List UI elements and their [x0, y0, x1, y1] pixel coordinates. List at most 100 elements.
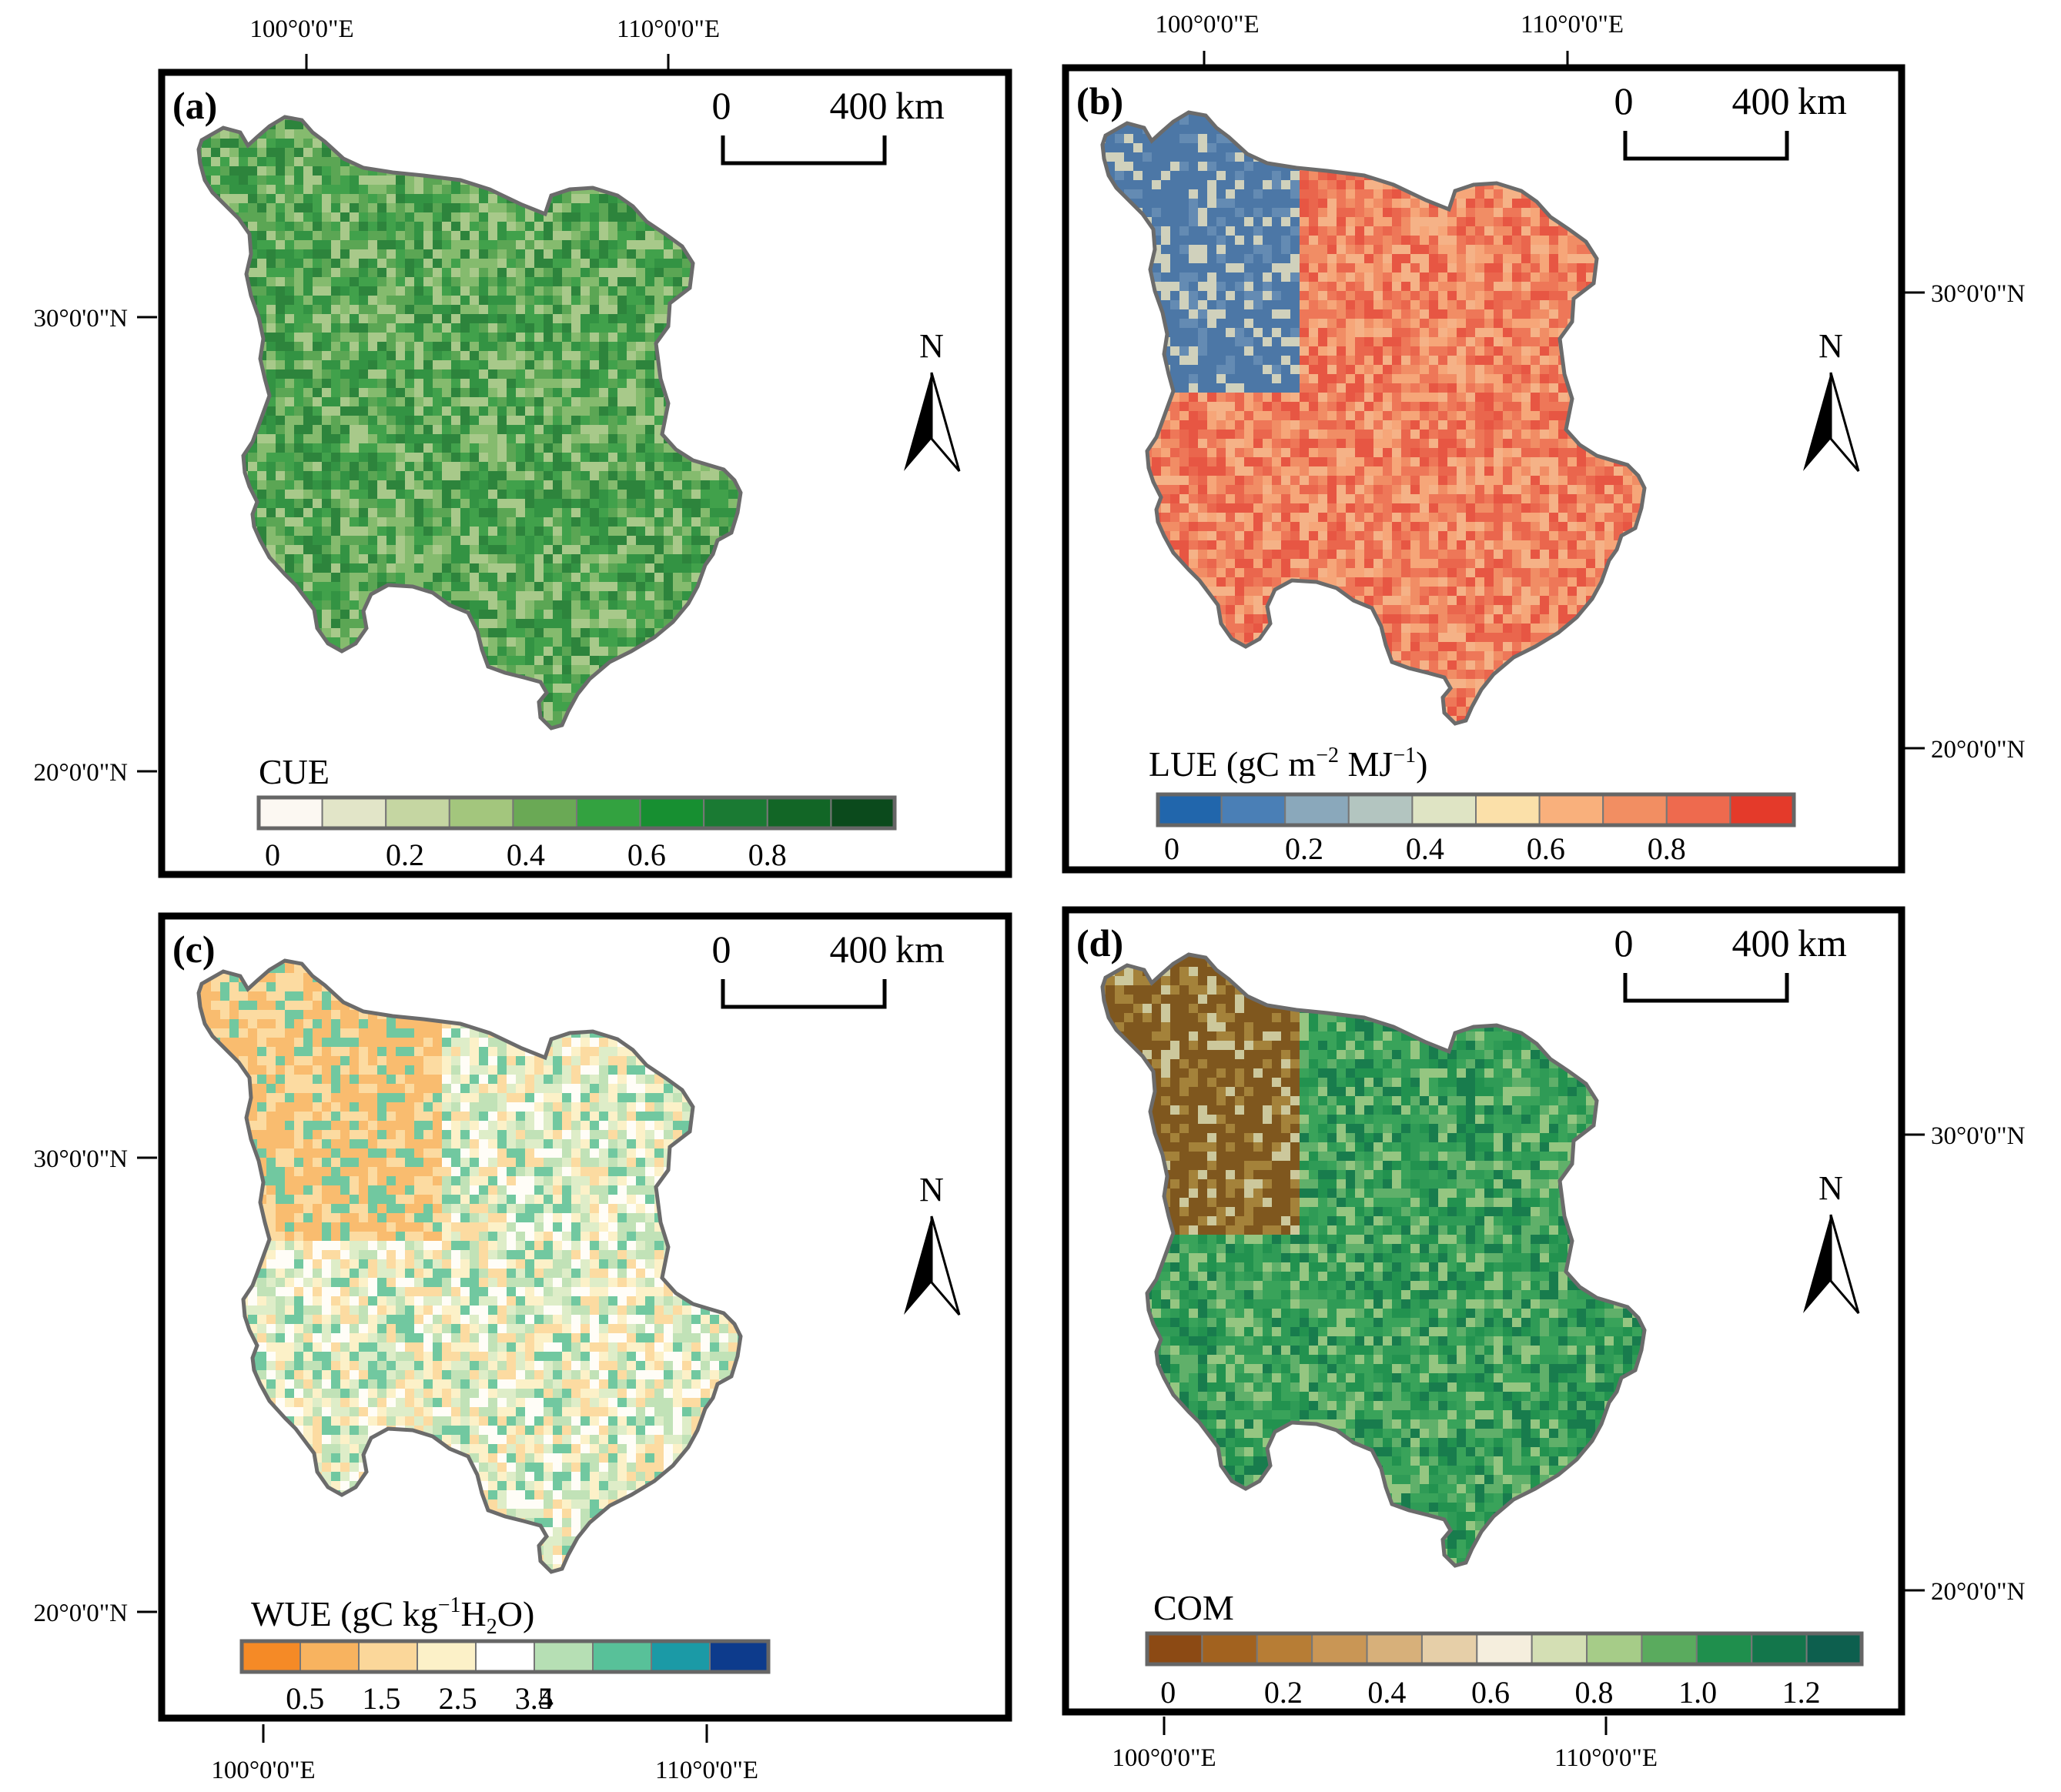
north-arrow: N: [904, 327, 961, 472]
legend-swatch: [534, 1640, 594, 1673]
legend-swatch: [1729, 794, 1795, 826]
north-arrow-icon: [904, 373, 932, 471]
legend-frame: [256, 795, 897, 831]
legend-tick-label: 0.8: [1648, 831, 1686, 866]
lat-label-right-30-top: 30°0'0"N: [1931, 280, 2026, 308]
legend-colorbar: 0 0.2 0.4 0.6 0.8: [256, 795, 897, 872]
legend-title: LUE (gC m−2 MJ−1): [1149, 744, 1427, 784]
legend-title-main: WUE (gC kg: [251, 1594, 438, 1633]
north-arrow-label: N: [1818, 327, 1843, 365]
panel-letter: (c): [172, 928, 216, 971]
legend-swatch: [651, 1640, 711, 1673]
panel-d: (d) 0 400 km N COM 0 0.2 0.4 0.6 0.8 1.0 1.2: [1062, 906, 1905, 1716]
legend-swatch: [1284, 794, 1350, 826]
legend-tick-label: 0.6: [627, 837, 666, 872]
legend-tick-label: 0.4: [1406, 831, 1444, 866]
north-arrow: N: [1803, 1169, 1860, 1314]
scale-bar-line: [1623, 973, 1789, 1003]
legend-swatch: [1641, 1633, 1698, 1665]
legend-frame: [1156, 792, 1796, 827]
legend-swatch: [1751, 1633, 1808, 1665]
scale-bar-unit: km: [895, 84, 945, 127]
north-arrow: N: [904, 1171, 961, 1316]
legend-title-sub: 2: [487, 1615, 497, 1639]
panel-letter: (a): [172, 84, 217, 127]
legend-title-unit: MJ: [1339, 744, 1393, 784]
panel-a: (a) 0 400 km N CUE 0 0.2 0.4 0.6 0.8: [158, 69, 1012, 878]
legend-title-main: LUE (gC m: [1149, 744, 1316, 784]
lon-label-bottom-left-100: 100°0'0"E: [211, 1757, 315, 1784]
lon-label-bottom-right-110: 110°0'0"E: [1554, 1744, 1658, 1772]
legend-title: WUE (gC kg−1H2O): [251, 1593, 534, 1639]
north-arrow-icon: [904, 1216, 932, 1315]
legend-swatch: [1586, 1633, 1643, 1665]
lon-label-top-left-110: 110°0'0"E: [617, 15, 720, 43]
legend-swatch: [321, 797, 387, 829]
legend-tick-label: 4: [538, 1681, 554, 1716]
scale-bar-start: 0: [712, 84, 731, 127]
legend-frame: [239, 1639, 771, 1674]
scale-bar: 0 400 km: [712, 928, 945, 1009]
legend-swatch: [639, 797, 705, 829]
legend-tick-label: 2.5: [439, 1681, 477, 1716]
legend-swatch: [1311, 1633, 1368, 1665]
north-arrow: N: [1803, 327, 1860, 472]
scale-bar-unit: km: [1798, 79, 1847, 122]
legend-swatch: [1146, 1633, 1203, 1665]
legend-tick-label: 0.2: [386, 837, 424, 872]
legend-title-end: ): [1416, 744, 1427, 784]
legend-swatch: [1201, 1633, 1258, 1665]
legend-colorbar: 0 0.2 0.4 0.6 0.8: [1156, 792, 1796, 866]
scale-bar-end: 400: [1732, 921, 1790, 965]
legend-tick-label: 1.5: [362, 1681, 400, 1716]
north-arrow-label: N: [1818, 1169, 1843, 1207]
legend-swatch: [417, 1640, 477, 1673]
legend-swatch: [1476, 1633, 1533, 1665]
panel-b: (b) 0 400 km N LUE (gC m−2 MJ−1) 0 0.2 0.4…: [1062, 64, 1905, 874]
legend-frame: [1145, 1631, 1864, 1667]
north-arrow-label: N: [919, 327, 944, 365]
lon-label-bottom-left-110: 110°0'0"E: [655, 1757, 758, 1784]
legend-tick-label: 1.2: [1782, 1675, 1821, 1710]
legend-swatch: [299, 1640, 360, 1673]
scale-bar-start: 0: [1614, 921, 1634, 965]
lon-label-bottom-right-100: 100°0'0"E: [1112, 1744, 1216, 1772]
legend-tick-label: 1.0: [1678, 1675, 1717, 1710]
legend-title-sup: −1: [1393, 744, 1416, 767]
legend-tick-label: 0: [265, 837, 280, 872]
legend-title-sup: −2: [1316, 744, 1339, 767]
scale-bar-line: [721, 135, 887, 165]
legend-tick-label: 0.5: [286, 1681, 324, 1716]
legend-swatch: [1220, 794, 1286, 826]
legend-colorbar: 0 0.2 0.4 0.6 0.8 1.0 1.2: [1145, 1631, 1864, 1710]
scale-bar: 0 400 km: [712, 84, 945, 165]
legend-swatch: [1695, 1633, 1753, 1665]
legend-title-sup: −1: [438, 1593, 461, 1617]
legend-colorbar: 0.5 1.5 2.5 3.54: [239, 1639, 771, 1716]
legend-tick-label: 0.8: [748, 837, 787, 872]
legend-swatch: [766, 797, 832, 829]
lat-label-left-20-bottom: 20°0'0"N: [34, 1600, 129, 1627]
legend-swatch: [1602, 794, 1668, 826]
legend-tick-label: 0.8: [1575, 1675, 1614, 1710]
legend-swatch: [1420, 1633, 1478, 1665]
legend-swatch: [1157, 794, 1223, 826]
legend-swatch: [1538, 794, 1604, 826]
lat-label-right-20-top: 20°0'0"N: [1931, 736, 2026, 764]
legend-tick-label: 0.4: [507, 837, 545, 872]
legend-swatch: [830, 797, 896, 829]
legend-swatch: [709, 1640, 769, 1673]
legend-title-end: O): [497, 1594, 535, 1633]
legend-swatch: [475, 1640, 535, 1673]
legend-tick-label: 0: [1164, 831, 1179, 866]
lon-label-top-left-100: 100°0'0"E: [249, 15, 353, 43]
scale-bar-unit: km: [895, 928, 945, 971]
scale-bar-line: [721, 979, 887, 1009]
legend-swatch: [241, 1640, 301, 1673]
north-arrow-icon: [1803, 373, 1831, 471]
north-arrow-label: N: [919, 1171, 944, 1209]
legend-swatch: [258, 797, 323, 829]
legend-tick-label: 0: [1160, 1675, 1176, 1710]
legend-tick-label: 3.5: [515, 1681, 554, 1716]
legend-title: COM: [1153, 1588, 1234, 1627]
